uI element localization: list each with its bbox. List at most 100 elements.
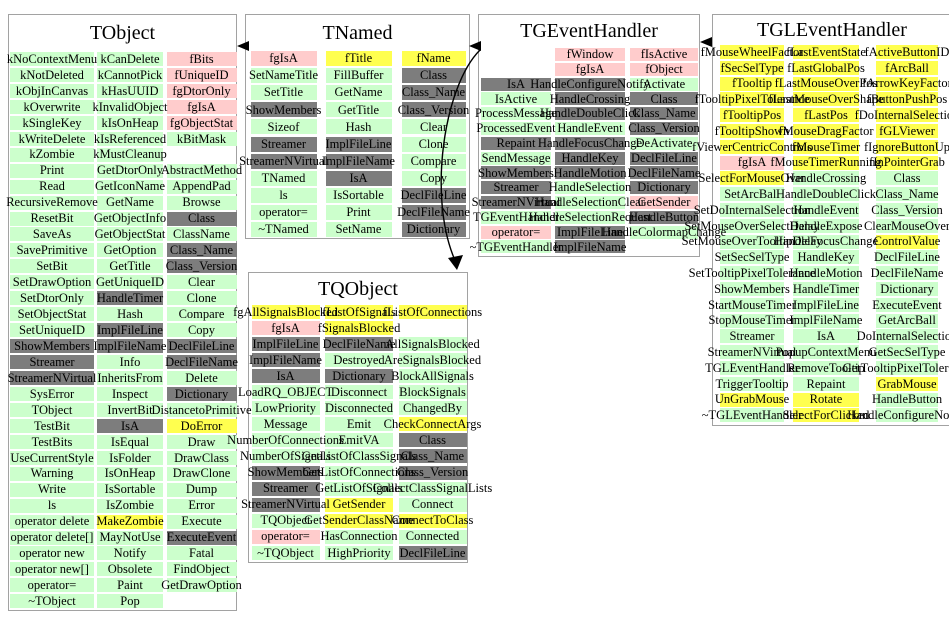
member-cell[interactable]: GetSenderClassName: [304, 513, 414, 528]
member-cell[interactable]: GetTooltipPixelTolerance: [843, 361, 949, 375]
member-cell[interactable]: ProcessedEvent: [476, 122, 556, 135]
member-cell[interactable]: HandleKey: [793, 250, 859, 265]
member-cell[interactable]: BlockSignals: [398, 385, 467, 400]
member-cell[interactable]: StartMouseTimer: [708, 297, 796, 312]
class-title-tobject[interactable]: TObject: [89, 22, 156, 44]
member-cell[interactable]: HandleButton: [629, 210, 699, 224]
member-cell[interactable]: InheritsFrom: [97, 371, 163, 385]
member-cell[interactable]: Warning: [10, 466, 94, 481]
member-cell[interactable]: TestBits: [10, 434, 94, 449]
member-cell[interactable]: kNotDeleted: [10, 67, 94, 82]
member-cell[interactable]: Draw: [166, 434, 237, 449]
member-cell[interactable]: SetDoInternalSelection: [694, 203, 810, 217]
member-cell[interactable]: DrawClone: [166, 466, 237, 481]
member-cell[interactable]: DrawClass: [166, 450, 237, 465]
member-cell[interactable]: Streamer: [251, 481, 320, 496]
member-cell[interactable]: ShowMembers: [248, 465, 323, 480]
member-cell[interactable]: Hash: [325, 119, 392, 135]
member-cell[interactable]: Activate: [630, 77, 698, 91]
member-cell[interactable]: Notify: [97, 546, 163, 561]
member-cell[interactable]: fButtonPushPos: [867, 92, 947, 107]
member-cell[interactable]: ConnectToClass: [392, 513, 473, 528]
member-cell[interactable]: fDoInternalSelection: [855, 108, 949, 123]
member-cell[interactable]: IsA: [793, 329, 859, 344]
member-cell[interactable]: Dictionary: [166, 386, 237, 401]
member-cell[interactable]: UnGrabMouse: [715, 392, 789, 407]
member-cell[interactable]: Compare: [401, 153, 466, 169]
member-cell[interactable]: SelectForMouseOver: [699, 171, 805, 186]
member-cell[interactable]: ExecuteEvent: [872, 297, 942, 312]
member-cell[interactable]: Error: [166, 498, 237, 513]
member-cell[interactable]: TObject: [10, 402, 94, 417]
member-cell[interactable]: Rotate: [793, 392, 859, 407]
member-cell[interactable]: HandleCrossing: [786, 171, 866, 186]
member-cell[interactable]: ExecuteEvent: [166, 530, 237, 545]
member-cell[interactable]: PopupContextMenu: [776, 345, 876, 360]
member-cell[interactable]: DeclFileName: [397, 204, 470, 220]
member-cell[interactable]: GetIconName: [95, 179, 165, 194]
member-cell[interactable]: ChangedBy: [398, 401, 467, 416]
member-cell[interactable]: Compare: [166, 307, 237, 322]
member-cell[interactable]: SetObjectStat: [10, 307, 94, 322]
member-cell[interactable]: fgDtorOnly: [166, 83, 237, 98]
member-cell[interactable]: HandleConfigureNotify: [530, 77, 650, 91]
member-cell[interactable]: TGLEventHandler: [705, 361, 799, 375]
member-cell[interactable]: HandleDoubleClick: [776, 187, 876, 202]
member-cell[interactable]: RemoveTooltip: [787, 361, 865, 375]
member-cell[interactable]: kHasUUID: [97, 83, 163, 98]
member-cell[interactable]: CollectClassSignalLists: [373, 481, 492, 496]
member-cell[interactable]: MayNotUse: [97, 530, 163, 545]
member-cell[interactable]: HandleSelectionRequest: [529, 210, 651, 224]
member-cell[interactable]: fTooltipPos: [720, 108, 784, 123]
member-cell[interactable]: Disconnect: [325, 385, 393, 400]
member-cell[interactable]: Clear: [166, 275, 237, 290]
member-cell[interactable]: ClassName: [166, 227, 237, 242]
member-cell[interactable]: ImplFileName: [554, 240, 626, 254]
member-cell[interactable]: FillBuffer: [325, 68, 392, 84]
member-cell[interactable]: GetDrawOption: [161, 578, 242, 593]
member-cell[interactable]: fgIsA: [720, 155, 784, 170]
member-cell[interactable]: SetTitle: [250, 85, 317, 101]
member-cell[interactable]: ImplFileLine: [793, 297, 859, 312]
member-cell[interactable]: Class: [630, 92, 698, 106]
member-cell[interactable]: DeclFileLine: [874, 250, 940, 265]
member-cell[interactable]: Streamer: [10, 355, 94, 370]
member-cell[interactable]: FindObject: [166, 562, 237, 577]
member-cell[interactable]: ImplFileLine: [325, 136, 392, 152]
member-cell[interactable]: DistancetoPrimitive: [152, 402, 252, 417]
member-cell[interactable]: ImplFileName: [249, 353, 322, 368]
member-cell[interactable]: GetListOfClassSignals: [302, 449, 416, 464]
member-cell[interactable]: kBitMask: [166, 131, 237, 146]
member-cell[interactable]: fObject: [630, 62, 698, 76]
member-cell[interactable]: AbstractMethod: [161, 163, 242, 178]
member-cell[interactable]: DeclFileName: [871, 266, 943, 281]
member-cell[interactable]: GetObjectInfo: [94, 211, 166, 226]
member-cell[interactable]: kMustCleanup: [93, 147, 167, 162]
member-cell[interactable]: StreamerNVirtual: [708, 345, 796, 360]
member-cell[interactable]: operator=: [251, 529, 320, 544]
member-cell[interactable]: fMouseDragFactor: [778, 124, 874, 138]
member-cell[interactable]: Fatal: [166, 546, 237, 561]
member-cell[interactable]: kObjInCanvas: [10, 83, 94, 98]
member-cell[interactable]: Disconnected: [325, 401, 393, 416]
member-cell[interactable]: TGEventHandler: [473, 210, 559, 224]
member-cell[interactable]: ~TQObject: [251, 545, 320, 560]
member-cell[interactable]: GetSender: [630, 196, 698, 209]
member-cell[interactable]: HandleConfigureNotify: [847, 408, 949, 423]
member-cell[interactable]: fLastPos: [793, 108, 859, 123]
member-cell[interactable]: fIgnoreButtonUp: [864, 139, 949, 154]
member-cell[interactable]: fMouseWheelFactor: [701, 45, 803, 59]
member-cell[interactable]: HandleColormapChange: [602, 225, 726, 239]
member-cell[interactable]: HandleMotion: [790, 266, 862, 281]
member-cell[interactable]: IsEqual: [97, 434, 163, 449]
member-cell[interactable]: Class_Name: [398, 449, 467, 464]
member-cell[interactable]: IsSortable: [97, 482, 163, 497]
member-cell[interactable]: fgIsA: [251, 321, 320, 336]
member-cell[interactable]: Pop: [97, 594, 163, 609]
member-cell[interactable]: HandleKey: [555, 151, 625, 165]
member-cell[interactable]: IsA: [325, 170, 392, 186]
member-cell[interactable]: LowPriority: [251, 401, 320, 416]
member-cell[interactable]: ~TGEventHandler: [470, 240, 562, 254]
member-cell[interactable]: Class_Version: [397, 465, 468, 480]
member-cell[interactable]: Class_Name: [166, 243, 237, 258]
